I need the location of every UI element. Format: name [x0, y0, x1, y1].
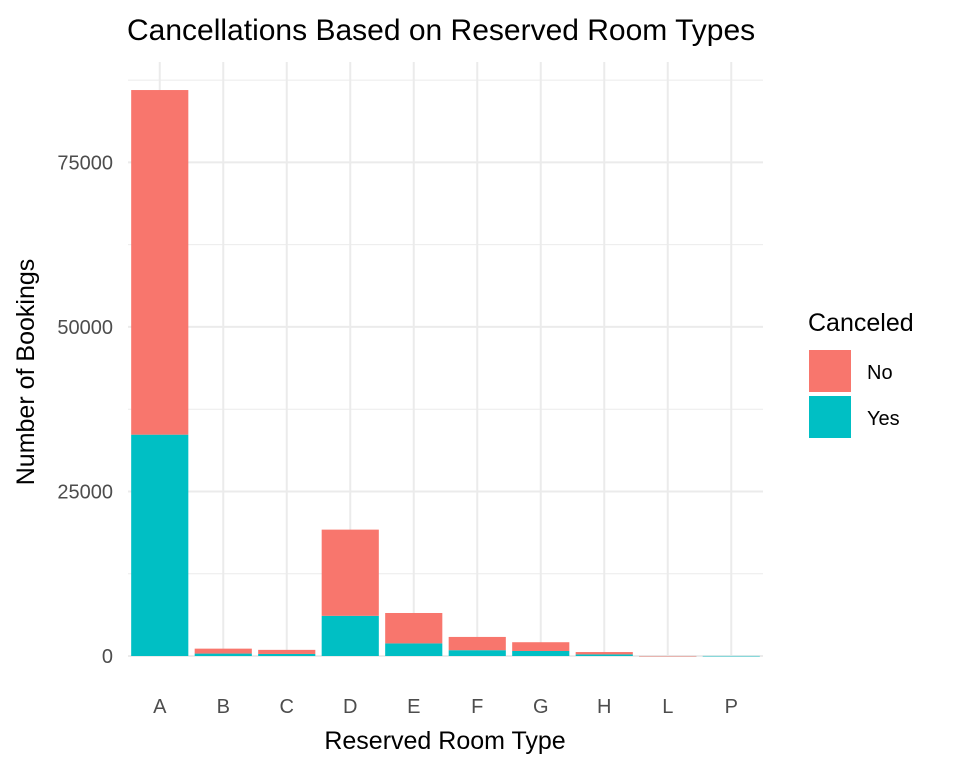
bar-L-no	[639, 655, 697, 657]
legend-key-no	[809, 350, 851, 392]
bar-D-yes	[321, 615, 379, 656]
x-tick-label: A	[153, 696, 167, 718]
bar-E-yes	[385, 643, 443, 656]
y-axis-label: Number of Bookings	[12, 259, 40, 486]
bar-G-yes	[512, 650, 570, 656]
x-tick-label: C	[280, 696, 294, 718]
bar-B-yes	[194, 653, 252, 656]
y-tick-label: 0	[102, 646, 113, 668]
x-tick-label: G	[533, 696, 549, 718]
bar-C-no	[258, 649, 316, 654]
bar-F-yes	[448, 650, 506, 656]
bar-E-no	[385, 612, 443, 644]
bar-A-yes	[131, 434, 189, 656]
legend: Canceled No Yes	[808, 309, 914, 438]
x-tick-label: B	[217, 696, 230, 718]
x-tick-label: L	[662, 696, 673, 718]
y-axis: 0 25000 50000 75000	[57, 152, 113, 668]
legend-label-no: No	[867, 362, 893, 384]
bar-B-no	[194, 648, 252, 654]
legend-key-yes	[809, 396, 851, 438]
y-tick-label: 50000	[57, 317, 113, 339]
bar-C-yes	[258, 653, 316, 656]
legend-title: Canceled	[808, 309, 914, 337]
legend-label-yes: Yes	[867, 408, 900, 430]
bar-A-no	[131, 90, 189, 435]
bar-F-no	[448, 636, 506, 651]
x-tick-label: D	[343, 696, 357, 718]
x-tick-label: P	[725, 696, 738, 718]
bar-H-no	[575, 652, 633, 655]
x-axis-label: Reserved Room Type	[324, 727, 565, 755]
x-tick-label: F	[471, 696, 483, 718]
bar-D-no	[321, 529, 379, 616]
bar-P-yes	[702, 655, 760, 657]
x-tick-label: H	[597, 696, 611, 718]
chart-title: Cancellations Based on Reserved Room Typ…	[127, 14, 755, 47]
grid-lines	[128, 62, 763, 657]
x-tick-label: E	[407, 696, 420, 718]
bar-H-yes	[575, 654, 633, 656]
y-tick-label: 75000	[57, 152, 113, 174]
y-tick-label: 25000	[57, 481, 113, 503]
bars	[131, 90, 760, 657]
bar-G-no	[512, 642, 570, 651]
